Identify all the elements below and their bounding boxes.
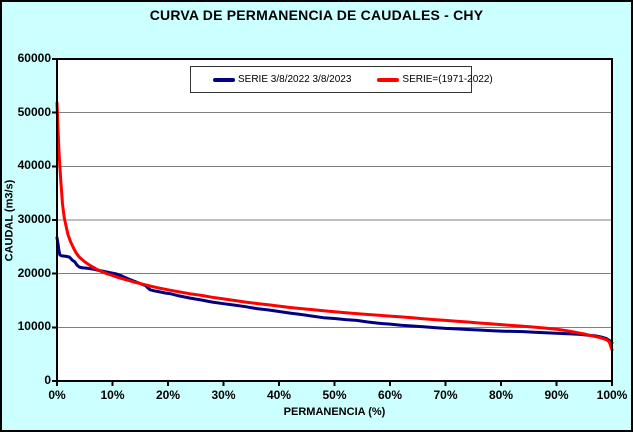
legend-label: SERIE=(1971-2022) <box>402 74 493 85</box>
legend-entry-serie-2022-2023: SERIE 3/8/2022 3/8/2023 <box>213 74 351 85</box>
x-axis-tick-label: 80% <box>488 388 514 402</box>
series-line-0 <box>55 236 614 345</box>
x-axis-tick-label: 60% <box>377 388 403 402</box>
x-axis-tick-label: 70% <box>433 388 458 402</box>
y-axis-tick-label: 0 <box>44 373 51 387</box>
y-axis-tick-label: 40000 <box>17 158 51 173</box>
plot-border <box>56 58 613 382</box>
legend-line-swatch-blue <box>213 77 235 82</box>
x-axis-tick-label: 0% <box>48 388 66 402</box>
x-axis-tick-label: 40% <box>266 388 292 402</box>
x-axis-title: PERMANENCIA (%) <box>283 406 386 418</box>
series-line-1 <box>55 101 614 352</box>
legend-label: SERIE 3/8/2022 3/8/2023 <box>238 74 352 85</box>
y-axis-tick-label: 30000 <box>17 212 51 226</box>
chart-title: CURVA DE PERMANENCIA DE CAUDALES - CHY <box>149 7 484 23</box>
x-axis-tick-label: 90% <box>544 388 569 402</box>
y-axis-tick-label: 50000 <box>17 104 51 119</box>
x-axis-tick-label: 10% <box>100 388 125 402</box>
y-axis-tick-label: 10000 <box>17 319 51 334</box>
y-axis-tick-label: 20000 <box>17 265 51 280</box>
x-axis-tick-label: 50% <box>322 388 347 402</box>
x-axis-tick-label: 100% <box>596 388 628 402</box>
x-axis-tick-label: 30% <box>211 388 236 402</box>
legend-entry-serie-1971-2022: SERIE=(1971-2022) <box>377 74 493 85</box>
legend: SERIE 3/8/2022 3/8/2023 SERIE=(1971-2022… <box>190 66 493 93</box>
x-axis-tick-label: 20% <box>155 388 181 402</box>
legend-line-swatch-red <box>377 77 400 82</box>
y-axis-tick-label: 60000 <box>17 51 51 65</box>
